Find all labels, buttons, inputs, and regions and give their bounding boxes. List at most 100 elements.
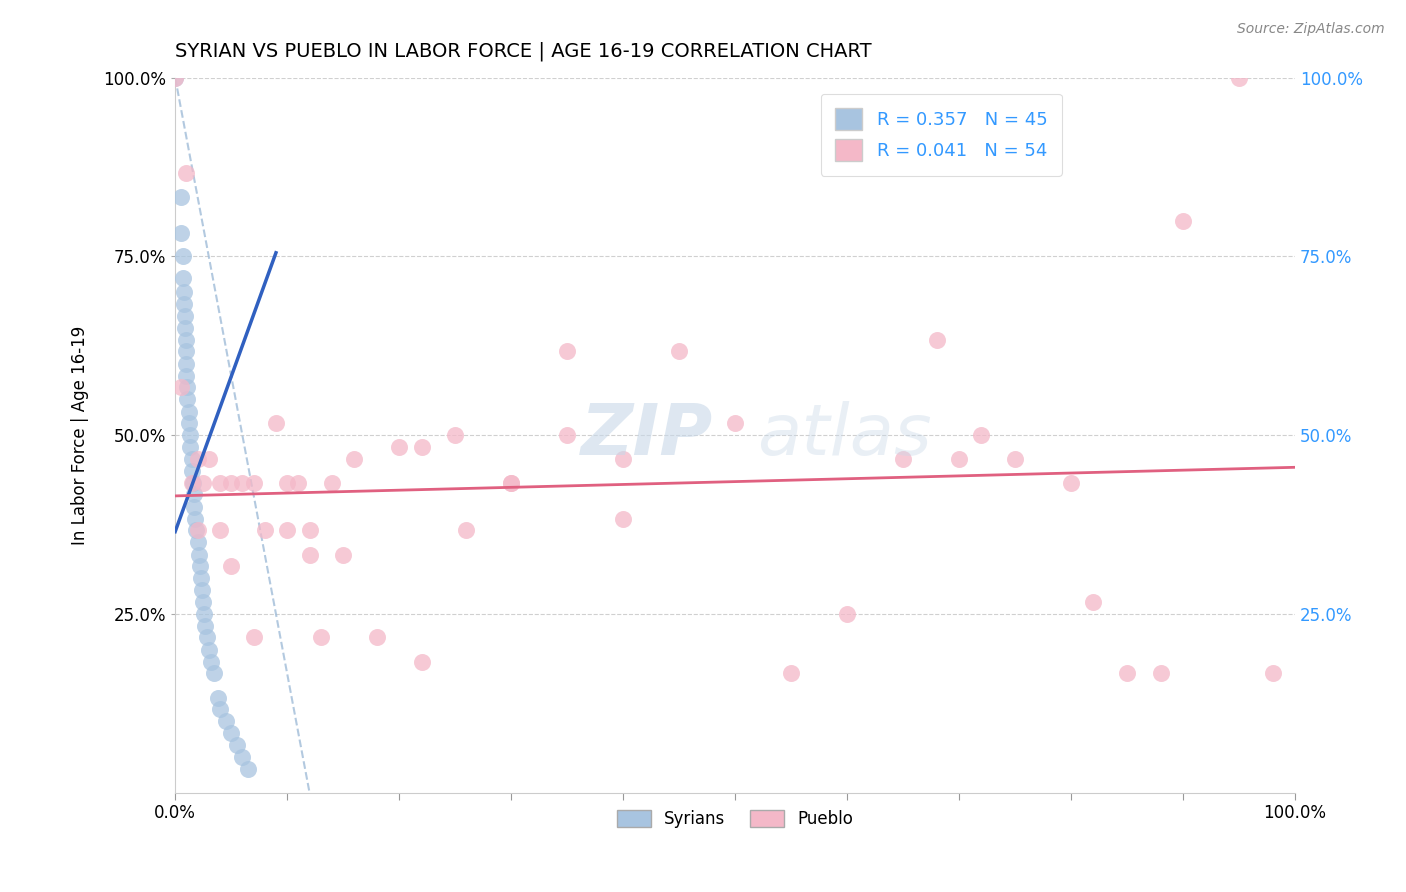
- Point: [187, 535, 209, 549]
- Point: [165, 70, 187, 85]
- Point: [165, 70, 187, 85]
- Point: [1060, 476, 1083, 491]
- Point: [176, 166, 198, 180]
- Point: [186, 523, 208, 537]
- Point: [174, 321, 197, 335]
- Point: [411, 655, 433, 669]
- Point: [287, 476, 309, 491]
- Point: [891, 451, 914, 466]
- Point: [195, 631, 218, 645]
- Point: [187, 451, 209, 466]
- Point: [208, 523, 231, 537]
- Point: [948, 451, 970, 466]
- Point: [298, 523, 321, 537]
- Point: [194, 619, 217, 633]
- Point: [555, 344, 578, 359]
- Point: [366, 631, 388, 645]
- Point: [181, 451, 204, 466]
- Point: [219, 559, 242, 574]
- Point: [181, 476, 204, 491]
- Point: [780, 666, 803, 681]
- Point: [242, 476, 264, 491]
- Text: ZIP: ZIP: [581, 401, 713, 469]
- Point: [1004, 451, 1026, 466]
- Point: [242, 631, 264, 645]
- Point: [193, 607, 215, 621]
- Point: [231, 750, 253, 764]
- Point: [925, 333, 948, 347]
- Point: [668, 344, 690, 359]
- Point: [170, 226, 193, 240]
- Point: [276, 523, 298, 537]
- Point: [202, 666, 225, 681]
- Point: [176, 333, 198, 347]
- Point: [321, 476, 343, 491]
- Point: [456, 523, 478, 537]
- Point: [187, 548, 209, 562]
- Point: [172, 270, 194, 285]
- Point: [501, 476, 523, 491]
- Point: [1083, 595, 1105, 609]
- Text: atlas: atlas: [758, 401, 932, 469]
- Point: [177, 416, 200, 430]
- Point: [501, 476, 523, 491]
- Text: SYRIAN VS PUEBLO IN LABOR FORCE | AGE 16-19 CORRELATION CHART: SYRIAN VS PUEBLO IN LABOR FORCE | AGE 16…: [176, 42, 872, 62]
- Point: [190, 571, 212, 585]
- Point: [214, 714, 236, 728]
- Point: [208, 476, 231, 491]
- Point: [170, 380, 193, 394]
- Point: [1227, 70, 1250, 85]
- Text: Source: ZipAtlas.com: Source: ZipAtlas.com: [1237, 22, 1385, 37]
- Point: [191, 595, 214, 609]
- Point: [207, 690, 229, 705]
- Point: [724, 416, 747, 430]
- Legend: Syrians, Pueblo: Syrians, Pueblo: [610, 803, 859, 834]
- Point: [187, 523, 209, 537]
- Point: [170, 190, 193, 204]
- Point: [188, 559, 211, 574]
- Point: [236, 762, 259, 776]
- Point: [179, 428, 201, 442]
- Point: [1261, 666, 1284, 681]
- Point: [176, 344, 198, 359]
- Point: [197, 642, 219, 657]
- Point: [172, 249, 194, 263]
- Point: [183, 500, 205, 514]
- Point: [219, 476, 242, 491]
- Point: [191, 476, 214, 491]
- Point: [1149, 666, 1171, 681]
- Point: [225, 738, 247, 752]
- Point: [176, 392, 198, 407]
- Point: [309, 631, 332, 645]
- Point: [388, 440, 411, 454]
- Point: [181, 464, 204, 478]
- Point: [174, 309, 197, 323]
- Point: [264, 416, 287, 430]
- Point: [444, 428, 467, 442]
- Point: [298, 548, 321, 562]
- Point: [970, 428, 993, 442]
- Point: [411, 440, 433, 454]
- Point: [191, 583, 214, 598]
- Point: [231, 476, 253, 491]
- Point: [183, 487, 205, 501]
- Point: [1171, 213, 1194, 227]
- Point: [1116, 666, 1139, 681]
- Point: [555, 428, 578, 442]
- Point: [276, 476, 298, 491]
- Point: [176, 380, 198, 394]
- Point: [612, 512, 634, 526]
- Point: [835, 607, 858, 621]
- Point: [181, 476, 204, 491]
- Point: [179, 440, 201, 454]
- Point: [176, 368, 198, 383]
- Point: [197, 451, 219, 466]
- Point: [208, 702, 231, 716]
- Point: [343, 451, 366, 466]
- Point: [173, 297, 195, 311]
- Y-axis label: In Labor Force | Age 16-19: In Labor Force | Age 16-19: [72, 326, 89, 545]
- Point: [219, 726, 242, 740]
- Point: [176, 357, 198, 371]
- Point: [173, 285, 195, 299]
- Point: [200, 655, 222, 669]
